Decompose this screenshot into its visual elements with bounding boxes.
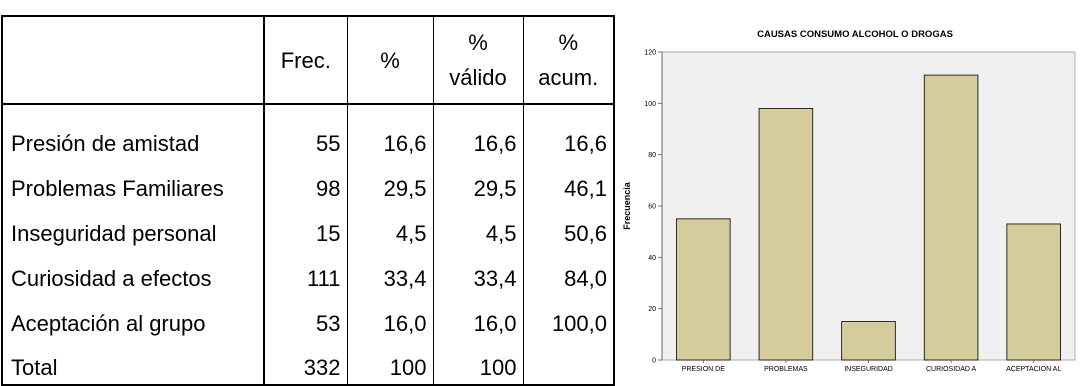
cell-frec: 53 — [263, 295, 348, 340]
y-tick-label: 100 — [644, 101, 656, 108]
table-row: Curiosidad a efectos 111 33,4 33,4 84,0 — [1, 250, 615, 295]
row-label: Inseguridad personal — [1, 205, 265, 250]
cell-pct-acum: 50,6 — [522, 205, 615, 250]
cell-pct: 4,5 — [346, 205, 434, 250]
y-tick-label: 80 — [648, 152, 656, 159]
y-tick-label: 60 — [648, 204, 656, 211]
cell-frec: 55 — [263, 104, 348, 160]
cell-pct-acum — [522, 340, 615, 385]
cell-pct-acum: 46,1 — [522, 160, 615, 205]
cell-pct-valido: 100 — [432, 340, 524, 385]
table-header-row: Frec. % % válido % acum. — [1, 16, 615, 105]
bars — [676, 74, 1061, 361]
chart-title: CAUSAS CONSUMO ALCOHOL O DROGAS — [757, 29, 953, 40]
x-tick-label: PROBLEMAS — [764, 366, 808, 373]
x-tick-label: ACEPTACION AL — [1006, 366, 1061, 373]
x-tick-label: INSEGURIDAD — [844, 366, 893, 373]
cell-pct: 33,4 — [346, 250, 434, 295]
header-pct-acum: % acum. — [522, 16, 615, 105]
y-tick-label: 120 — [644, 50, 656, 57]
cell-frec: 15 — [263, 205, 348, 250]
frequency-table: Frec. % % válido % acum. Presión de amista… — [1, 15, 615, 386]
row-label: Curiosidad a efectos — [1, 250, 265, 295]
x-axis: PRESION DE PROBLEMAS INSEGURIDAD CURIOSIDAD… — [682, 360, 1061, 373]
table-row: Aceptación al grupo 53 16,0 16,0 100,0 — [1, 295, 615, 340]
bar — [923, 74, 979, 361]
cell-pct-acum: 100,0 — [522, 295, 615, 340]
cell-frec: 332 — [263, 340, 348, 385]
cell-pct-valido: 33,4 — [432, 250, 524, 295]
cell-pct: 100 — [346, 340, 434, 385]
bar — [676, 218, 731, 361]
table-row-total: Total 332 100 100 — [1, 340, 615, 385]
cell-pct-valido: 4,5 — [432, 205, 524, 250]
cell-pct-valido: 16,6 — [432, 104, 524, 160]
x-tick-label: CURIOSIDAD A — [926, 366, 977, 373]
y-tick-label: 20 — [648, 306, 656, 313]
header-pct: % — [346, 16, 434, 105]
row-label: Aceptación al grupo — [1, 295, 265, 340]
y-axis: 0 20 40 60 80 100 120 — [644, 50, 663, 365]
plot-area — [661, 51, 1076, 361]
bar — [1006, 223, 1061, 361]
bar — [758, 108, 814, 361]
cell-pct: 16,0 — [346, 295, 434, 340]
cell-frec: 98 — [263, 160, 348, 205]
y-tick-label: 0 — [652, 358, 656, 365]
row-label: Problemas Familiares — [1, 160, 265, 205]
table-row: Presión de amistad 55 16,6 16,6 16,6 — [1, 104, 615, 160]
cell-pct: 16,6 — [346, 104, 434, 160]
row-label: Total — [1, 340, 265, 385]
cell-pct-valido: 29,5 — [432, 160, 524, 205]
cell-pct-valido: 16,0 — [432, 295, 524, 340]
row-label: Presión de amistad — [1, 104, 265, 160]
bar-chart: CAUSAS CONSUMO ALCOHOL O DROGAS 0 20 40 60 8… — [622, 29, 1076, 373]
cell-pct: 29,5 — [346, 160, 434, 205]
cell-pct-acum: 16,6 — [522, 104, 615, 160]
x-tick-label: PRESION DE — [682, 366, 726, 373]
bar — [841, 321, 896, 361]
cell-pct-acum: 84,0 — [522, 250, 615, 295]
y-tick-label: 40 — [648, 255, 656, 262]
table-row: Problemas Familiares 98 29,5 29,5 46,1 — [1, 160, 615, 205]
table-row: Inseguridad personal 15 4,5 4,5 50,6 — [1, 205, 615, 250]
header-pct-valido: % válido — [432, 16, 524, 105]
y-axis-label: Frecuencia — [622, 181, 632, 230]
header-blank — [1, 16, 265, 105]
header-frec: Frec. — [263, 16, 348, 105]
cell-frec: 111 — [263, 250, 348, 295]
